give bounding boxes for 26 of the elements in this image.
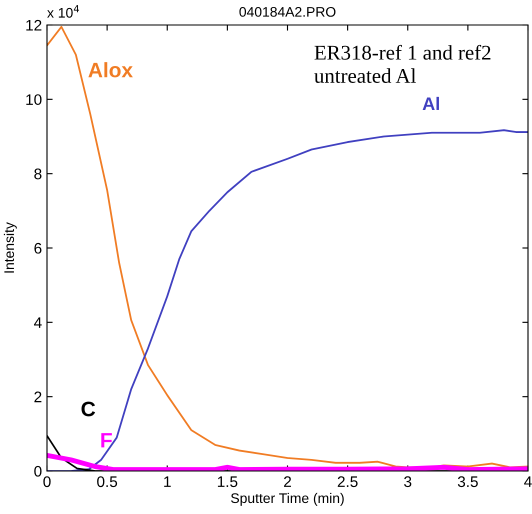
x-tick-label: 1: [164, 476, 171, 487]
annotation: ER318-ref 1 and ref2 untreated Al: [314, 44, 490, 83]
y-tick-label: 10: [26, 94, 42, 106]
chart-title: 040184A2.PRO: [239, 6, 336, 17]
x-tick-label: 0: [43, 476, 51, 488]
x-tick-label: 0.5: [97, 476, 118, 488]
text: x 10$^{4}$: [47, 5, 80, 18]
x-axis-title: Sputter Time (min): [231, 492, 344, 506]
x-tick-label: 3: [404, 476, 412, 488]
series-label: Al: [422, 96, 439, 110]
series-label: C: [82, 402, 96, 416]
series-label: Alox: [88, 62, 133, 78]
series-label: F: [101, 433, 112, 448]
y-tick-label: 6: [34, 242, 42, 254]
y-axis-title: Intensity: [4, 222, 17, 273]
x-tick-label: 3.5: [458, 476, 478, 488]
y-tick-label: 8: [34, 168, 42, 180]
y-tick-label: 2: [34, 392, 42, 402]
y-tick-label: 4: [34, 317, 42, 328]
y-tick-label: 0: [34, 466, 42, 477]
x-tick-label: 4: [524, 476, 532, 487]
x-tick-label: 1.5: [218, 476, 238, 488]
line-series: [47, 26, 528, 468]
x-tick-label: 2.5: [338, 476, 358, 488]
y-tick-label: 12: [26, 20, 42, 31]
x-tick-label: 2: [284, 476, 291, 487]
